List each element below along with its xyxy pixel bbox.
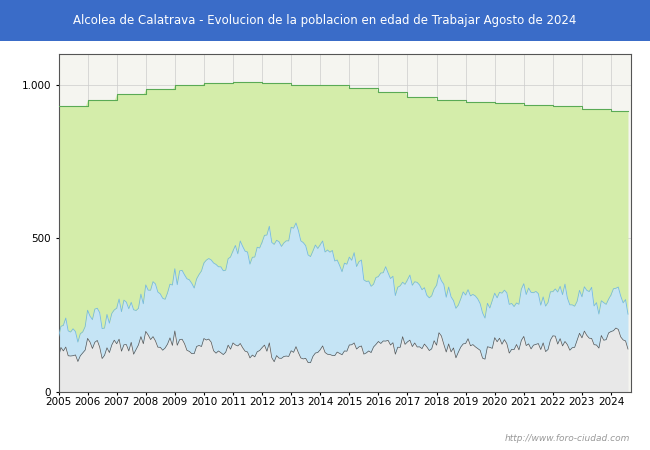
Text: http://www.foro-ciudad.com: http://www.foro-ciudad.com xyxy=(505,434,630,443)
Text: Alcolea de Calatrava - Evolucion de la poblacion en edad de Trabajar Agosto de 2: Alcolea de Calatrava - Evolucion de la p… xyxy=(73,14,577,27)
